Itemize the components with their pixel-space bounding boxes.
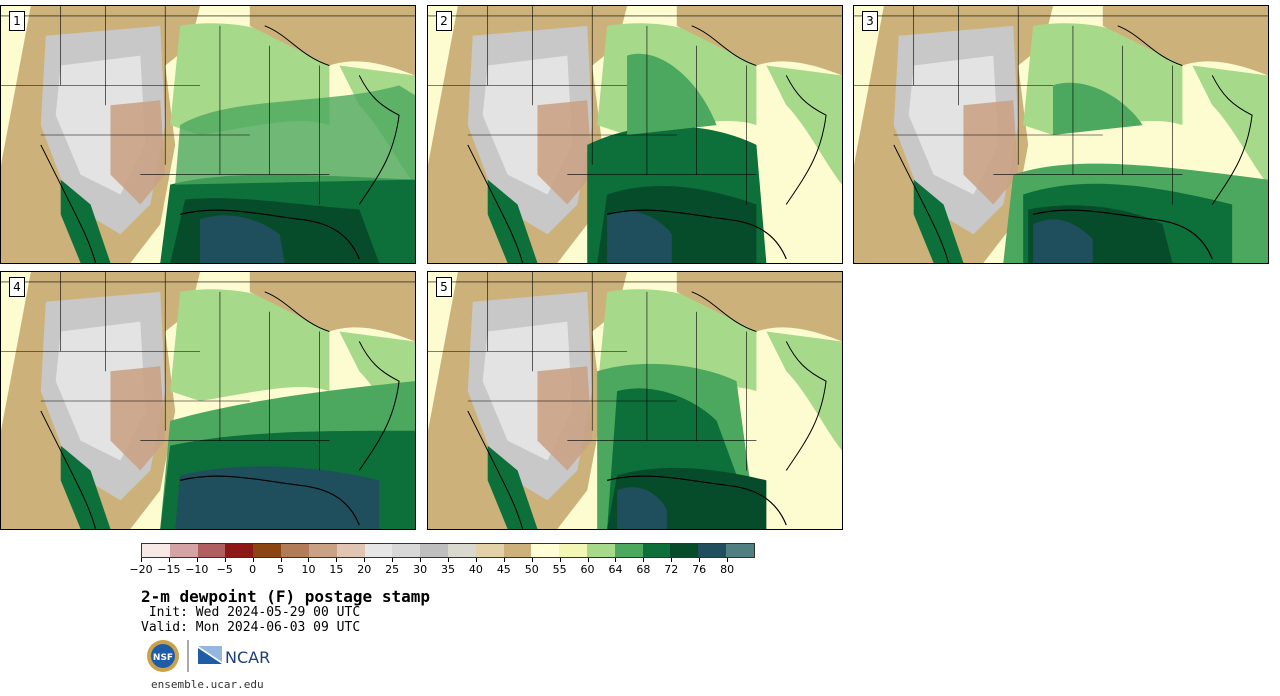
colorbar-tick xyxy=(224,558,226,562)
colorbar-tick-label: 76 xyxy=(692,563,707,576)
colorbar-tick xyxy=(448,558,449,562)
colorbar-tick xyxy=(559,558,561,562)
colorbar-segment xyxy=(642,544,671,557)
colorbar-tick-label: 25 xyxy=(385,563,400,576)
colorbar-segment xyxy=(364,544,393,557)
colorbar-segment xyxy=(531,544,560,557)
colorbar-tick-label: −5 xyxy=(216,563,233,576)
postage-stamp-map-5: 5 xyxy=(427,271,843,530)
colorbar-tick xyxy=(141,558,142,562)
colorbar-tick xyxy=(308,558,310,562)
nsf-logo: NSF xyxy=(147,640,179,672)
dewpoint-colorbar xyxy=(141,543,755,558)
colorbar-tick xyxy=(671,558,673,562)
colorbar-tick-labels: −20 −15 −10 −5 0 5 10 15 20 25 30 35 40 45 50 55 60 64 68 7… xyxy=(129,558,755,578)
dewpoint-map-1 xyxy=(1,6,415,263)
colorbar-segment xyxy=(308,544,337,557)
colorbar-segment xyxy=(614,544,643,557)
colorbar-tick-label: 68 xyxy=(636,563,651,576)
colorbar-tick xyxy=(280,558,282,562)
colorbar-tick-label: 55 xyxy=(552,563,567,576)
colorbar-segment xyxy=(447,544,476,557)
colorbar-tick-label: 0 xyxy=(249,563,257,576)
colorbar-tick xyxy=(587,558,589,562)
colorbar-tick-label: 64 xyxy=(608,563,623,576)
colorbar-tick xyxy=(336,558,338,562)
colorbar-segment xyxy=(169,544,198,557)
init-time: Init: Wed 2024-05-29 00 UTC xyxy=(141,605,361,620)
colorbar-tick xyxy=(643,558,645,562)
postage-stamp-map-4: 4 xyxy=(0,271,416,530)
colorbar-tick-label: 15 xyxy=(329,563,344,576)
colorbar-tick-label: 45 xyxy=(496,563,511,576)
colorbar-tick xyxy=(364,558,366,562)
colorbar-segment xyxy=(336,544,365,557)
colorbar-segment xyxy=(420,544,448,557)
colorbar-tick xyxy=(168,558,170,562)
logos: NSF NCAR xyxy=(145,638,285,674)
dewpoint-map-4 xyxy=(1,272,415,529)
colorbar-tick-label: −10 xyxy=(185,563,209,576)
colorbar-tick-label: 60 xyxy=(580,563,595,576)
colorbar-tick-label: −15 xyxy=(157,563,181,576)
colorbar-tick-label: 40 xyxy=(468,563,483,576)
colorbar-tick xyxy=(503,558,505,562)
colorbar-segment xyxy=(281,544,309,557)
colorbar-tick xyxy=(196,558,198,562)
colorbar-tick xyxy=(531,558,533,562)
colorbar-tick-label: 35 xyxy=(441,563,455,576)
colorbar-segment xyxy=(142,544,170,557)
panel-number-2: 2 xyxy=(436,11,452,31)
panel-number-4: 4 xyxy=(9,277,25,297)
dewpoint-map-2 xyxy=(428,6,842,263)
colorbar-tick xyxy=(615,558,617,562)
panel-number-5: 5 xyxy=(436,277,452,297)
colorbar-tick xyxy=(475,558,477,562)
colorbar-segment xyxy=(475,544,504,557)
colorbar-tick-label: 30 xyxy=(413,563,428,576)
figure-title: 2-m dewpoint (F) postage stamp xyxy=(141,587,430,606)
colorbar-segment xyxy=(726,544,754,557)
postage-stamp-map-2: 2 xyxy=(427,5,843,264)
nsf-logo-text: NSF xyxy=(153,653,173,663)
panel-number-3: 3 xyxy=(862,11,878,31)
colorbar-tick-label: 80 xyxy=(720,563,735,576)
colorbar-tick-label: −20 xyxy=(129,563,153,576)
dewpoint-map-5 xyxy=(428,272,842,529)
ncar-logo-text: NCAR xyxy=(225,648,270,667)
colorbar-tick-label: 72 xyxy=(664,563,679,576)
colorbar-tick xyxy=(252,558,254,562)
colorbar-segment xyxy=(587,544,615,557)
postage-stamp-map-3: 3 xyxy=(853,5,1269,264)
colorbar-segment xyxy=(559,544,587,557)
colorbar-tick-label: 50 xyxy=(524,563,539,576)
colorbar-tick xyxy=(699,558,701,562)
valid-time: Valid: Mon 2024-06-03 09 UTC xyxy=(141,620,361,635)
ncar-logo: NCAR xyxy=(198,646,270,667)
colorbar-tick xyxy=(420,558,422,562)
colorbar-tick-label: 10 xyxy=(301,563,316,576)
colorbar-tick-label: 5 xyxy=(277,563,285,576)
colorbar-tick xyxy=(392,558,394,562)
colorbar-segment xyxy=(698,544,727,557)
colorbar-segment xyxy=(670,544,699,557)
colorbar-segment xyxy=(503,544,532,557)
colorbar-segment xyxy=(392,544,421,557)
colorbar-tick xyxy=(727,558,729,562)
colorbar-segment xyxy=(225,544,254,557)
dewpoint-map-3 xyxy=(854,6,1268,263)
postage-stamp-map-1: 1 xyxy=(0,5,416,264)
colorbar-segment xyxy=(197,544,226,557)
colorbar-tick-label: 20 xyxy=(357,563,372,576)
colorbar-segment xyxy=(253,544,282,557)
footer-url[interactable]: ensemble.ucar.edu xyxy=(151,678,264,691)
panel-number-1: 1 xyxy=(9,11,25,31)
